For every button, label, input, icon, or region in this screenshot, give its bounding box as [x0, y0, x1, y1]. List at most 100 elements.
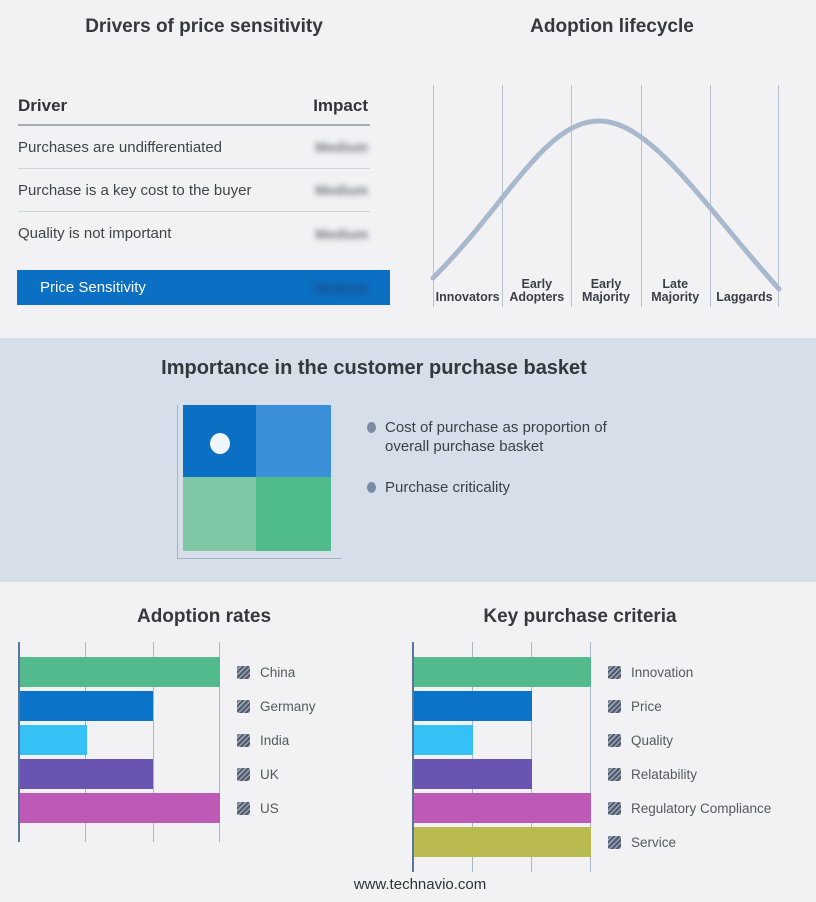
- lifecycle-stage-labels: Innovators Early Adopters Early Majority La…: [433, 276, 779, 306]
- hatched-swatch-icon: [237, 665, 250, 679]
- gridline: [531, 642, 533, 872]
- bar-group: [20, 657, 220, 827]
- driver-cell: Purchases are undifferentiated: [18, 138, 223, 156]
- basket-bullet-list: Cost of purchase as proportion of overal…: [367, 418, 629, 519]
- legend-label: Quality: [631, 732, 674, 748]
- legend-item: US: [237, 793, 316, 823]
- gridline: [590, 642, 591, 872]
- legend-label: Relatability: [631, 766, 698, 782]
- legend-item: Regulatory Compliance: [608, 793, 771, 823]
- legend-label: Service: [631, 834, 677, 850]
- bar-innovation: [414, 657, 591, 687]
- gridline: [640, 85, 642, 307]
- hatched-swatch-icon: [608, 733, 621, 747]
- purchase-basket-title: Importance in the customer purchase bask…: [161, 357, 587, 379]
- adoption-rates-title: Adoption rates: [136, 606, 272, 627]
- axis-label: Early Majority: [582, 276, 630, 305]
- table-row: Quality is not important Medium: [18, 212, 370, 255]
- hatched-swatch-icon: [237, 733, 250, 747]
- y-axis-line: [18, 642, 20, 842]
- legend-item: Innovation: [608, 657, 771, 687]
- table-row: Purchases are undifferentiated Medium: [18, 126, 370, 169]
- bar-group: [414, 657, 591, 861]
- quadrant-bottom-right: [256, 477, 331, 551]
- gridline: [433, 85, 434, 307]
- position-marker-dot: [210, 433, 230, 454]
- legend-label: Innovation: [631, 664, 694, 680]
- legend-label: China: [260, 664, 296, 680]
- hatched-swatch-icon: [608, 801, 621, 815]
- hatched-swatch-icon: [608, 835, 621, 849]
- quadrant-x-axis: [177, 558, 341, 559]
- impact-value: Medium: [315, 139, 368, 155]
- column-header-impact: Impact: [313, 96, 368, 115]
- quadrant-top-right: [256, 405, 331, 477]
- gridline: [778, 85, 779, 307]
- adoption-curve: [430, 118, 782, 292]
- bullet-item: Cost of purchase as proportion of overal…: [367, 418, 629, 456]
- legend-item: Quality: [608, 725, 771, 755]
- bar-price: [414, 691, 532, 721]
- hatched-swatch-icon: [237, 767, 250, 781]
- legend-label: UK: [260, 766, 279, 782]
- quadrant-bottom-left: [183, 477, 256, 551]
- legend-item: Germany: [237, 691, 316, 721]
- table-row: Purchase is a key cost to the buyer Mediu…: [18, 169, 370, 212]
- legend-label: India: [260, 732, 290, 748]
- gridline: [219, 642, 220, 842]
- bell-curve-svg: [430, 118, 782, 292]
- legend-label: Germany: [260, 698, 316, 714]
- key-purchase-criteria-title: Key purchase criteria: [483, 606, 677, 627]
- axis-label: Innovators: [435, 290, 500, 305]
- bar-relatability: [414, 759, 532, 789]
- legend-item: Relatability: [608, 759, 771, 789]
- column-header-driver: Driver: [18, 96, 68, 115]
- quadrant-y-axis: [177, 405, 178, 559]
- adoption-rates-chart: [18, 642, 220, 842]
- bullet-text: Purchase criticality: [385, 479, 511, 496]
- quadrant-matrix: [183, 405, 331, 551]
- legend-label: US: [260, 800, 279, 816]
- axis-label: Laggards: [716, 290, 773, 305]
- bar-us: [20, 793, 220, 823]
- gridline: [571, 85, 573, 307]
- key-purchase-criteria-chart: [412, 642, 591, 872]
- bar-germany: [20, 691, 154, 721]
- legend-item: Service: [608, 827, 771, 857]
- legend-label: Regulatory Compliance: [631, 800, 772, 816]
- price-sensitivity-row: Price Sensitivity Medium: [17, 270, 390, 305]
- quadrant-top-left: [183, 405, 256, 477]
- y-axis-line: [412, 642, 414, 872]
- impact-value: Medium: [315, 225, 368, 242]
- hatched-swatch-icon: [237, 801, 250, 815]
- key-purchase-criteria-legend: Innovation Price Quality Relatability Regula…: [608, 642, 771, 861]
- driver-cell: Price Sensitivity: [40, 279, 146, 296]
- bar-service: [414, 827, 591, 857]
- bar-india: [20, 725, 87, 755]
- axis-label: Early Adopters: [509, 276, 565, 305]
- technavio-watermark: www.technavio.com: [353, 876, 487, 893]
- top-section: Drivers of price sensitivity Adoption li…: [0, 0, 816, 338]
- legend-item: India: [237, 725, 316, 755]
- bullet-icon: [367, 482, 376, 493]
- bar-quality: [414, 725, 473, 755]
- hatched-swatch-icon: [608, 767, 621, 781]
- axis-label: Late Majority: [651, 276, 700, 305]
- table-header-row: Driver Impact: [18, 88, 370, 126]
- gridline: [152, 642, 154, 842]
- hatched-swatch-icon: [608, 665, 621, 679]
- bar-china: [20, 657, 220, 687]
- drivers-table: Driver Impact Purchases are undifferenti…: [17, 88, 391, 305]
- bullet-icon: [367, 422, 376, 433]
- adoption-lifecycle-chart: Innovators Early Adopters Early Majority La…: [430, 85, 782, 307]
- driver-cell: Purchase is a key cost to the buyer: [18, 181, 252, 199]
- legend-item: China: [237, 657, 316, 687]
- bullet-item: Purchase criticality: [367, 478, 629, 497]
- bullet-text: Cost of purchase as proportion of overal…: [385, 419, 607, 455]
- lifecycle-panel-title: Adoption lifecycle: [530, 16, 694, 37]
- hatched-swatch-icon: [237, 699, 250, 713]
- gridline: [709, 85, 711, 307]
- bar-uk: [20, 759, 154, 789]
- impact-value: Medium: [315, 279, 368, 296]
